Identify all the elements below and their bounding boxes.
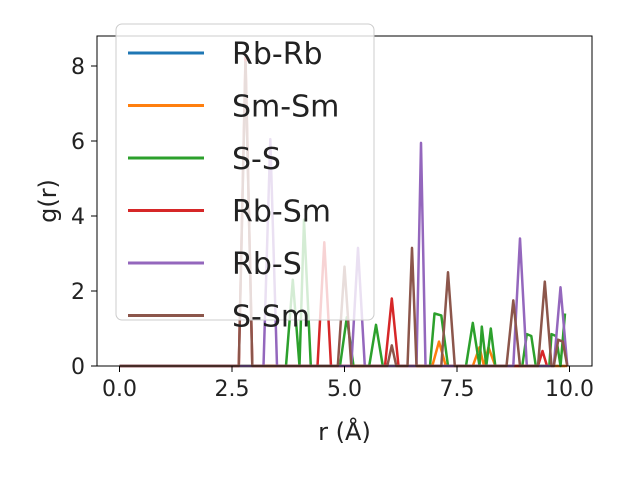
y-tick-label: 0 bbox=[71, 355, 85, 380]
legend-label: S-S bbox=[232, 142, 281, 177]
legend-label: S-Sm bbox=[232, 300, 310, 335]
legend-label: Rb-Rb bbox=[232, 37, 323, 72]
y-tick-label: 6 bbox=[71, 130, 85, 155]
x-tick-label: 7.5 bbox=[440, 377, 475, 402]
legend-label: Rb-Sm bbox=[232, 195, 331, 230]
x-axis-ticks: 0.0 2.5 5.0 7.5 10.0 bbox=[102, 366, 594, 402]
y-tick-label: 4 bbox=[71, 205, 85, 230]
x-axis-label: r (Å) bbox=[318, 417, 371, 446]
x-tick-label: 2.5 bbox=[215, 377, 250, 402]
y-tick-label: 8 bbox=[71, 55, 85, 80]
series-line-sm-sm bbox=[119, 340, 568, 368]
y-tick-label: 2 bbox=[71, 280, 85, 305]
legend: Rb-Rb Sm-Sm S-S Rb-Sm Rb-S S-Sm bbox=[115, 23, 375, 335]
legend-label: Sm-Sm bbox=[232, 90, 339, 125]
x-tick-label: 5.0 bbox=[327, 377, 362, 402]
y-axis-label: g(r) bbox=[34, 179, 62, 223]
x-tick-label: 0.0 bbox=[102, 377, 137, 402]
y-axis-ticks: 0 2 4 6 8 bbox=[71, 55, 97, 380]
x-tick-label: 10.0 bbox=[545, 377, 594, 402]
legend-box bbox=[115, 23, 375, 321]
legend-label: Rb-S bbox=[232, 247, 302, 282]
